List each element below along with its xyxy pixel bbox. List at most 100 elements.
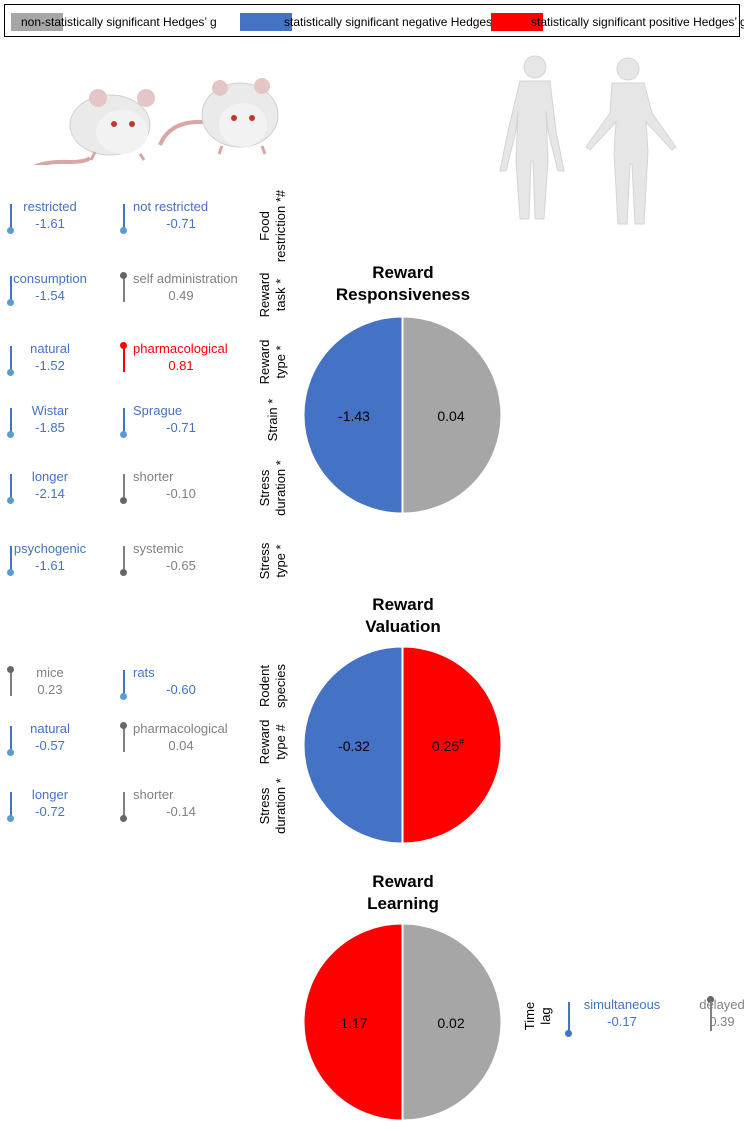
row-right-name: pharmacological — [133, 721, 228, 736]
row-left-stem — [10, 792, 12, 818]
factor-line1: Time — [522, 1001, 537, 1031]
row-right-stem — [123, 204, 125, 230]
row-factor-label: Reward type * — [257, 340, 289, 385]
row-right-stem — [123, 276, 125, 302]
row-right-name: systemic — [133, 541, 184, 556]
row-left-value: -0.57 — [35, 738, 65, 753]
factor-line1: Food — [257, 211, 272, 241]
factor-line1: Stress — [257, 469, 272, 507]
row-left-stem — [10, 276, 12, 302]
pie-title-line1: Reward — [372, 595, 434, 614]
pie-title-valuation: Reward Valuation — [365, 594, 441, 638]
time-lag-right-stem — [710, 1001, 712, 1031]
row-left-name: natural — [30, 721, 70, 736]
pie-slice-left — [303, 316, 403, 514]
row-left-value: -1.61 — [35, 216, 65, 231]
legend-label-nonsig: non-statistically significant Hedges’ g — [21, 15, 217, 29]
pie-title-responsiveness: Reward Responsiveness — [336, 262, 470, 306]
pie-slice-left — [303, 923, 403, 1121]
row-right-dot — [120, 815, 127, 822]
row-right-dot — [120, 497, 127, 504]
time-lag-left-name: simultaneous — [583, 997, 661, 1012]
pie-value-right: 0.02 — [437, 1015, 464, 1031]
row-right-dot — [120, 431, 127, 438]
pie-value-right: 0.04 — [437, 408, 464, 424]
row-right-name: Sprague — [133, 403, 183, 418]
factor-line2: type # — [273, 724, 288, 760]
pie-value-left: -1.43 — [338, 408, 370, 424]
row-right-name: shorter — [133, 469, 174, 484]
row-left-name: consumption — [13, 271, 87, 286]
pie-slice-left — [303, 646, 403, 844]
row-right-value: -0.14 — [166, 804, 196, 819]
rat-left-icon — [33, 89, 155, 165]
row-right-dot — [120, 693, 127, 700]
row-left-dot — [7, 369, 14, 376]
row-right-stem — [123, 346, 125, 372]
row-left-value: -2.14 — [35, 486, 65, 501]
row-left-name: longer — [31, 469, 69, 484]
factor-line2: type * — [273, 345, 288, 379]
legend-swatch-positive — [491, 13, 543, 31]
pie-learning: 1.17 0.02 — [303, 923, 502, 1121]
row-left-dot — [7, 749, 14, 756]
pie-title-line1: Reward — [372, 263, 434, 282]
row-right-value: 0.04 — [168, 738, 194, 753]
factor-line2: species — [273, 663, 288, 709]
row-factor-label: Rodent species — [257, 664, 289, 708]
factor-line2: duration * — [273, 460, 288, 516]
row-left-name: psychogenic — [13, 541, 87, 556]
rat-right-icon — [158, 78, 279, 155]
pie-slice-right — [402, 923, 502, 1121]
row-factor-label: Stress duration * — [257, 778, 289, 834]
row-left-dot — [7, 569, 14, 576]
pie-title-learning: Reward Learning — [367, 871, 439, 915]
row-left-value: -1.54 — [35, 288, 65, 303]
row-left-value: -1.85 — [35, 420, 65, 435]
row-left-name: longer — [31, 787, 69, 802]
row-left-stem — [10, 346, 12, 372]
row-right-value: 0.81 — [168, 358, 194, 373]
humans-illustration — [499, 55, 677, 225]
factor-line1: Strain * — [265, 398, 280, 442]
row-left-stem — [10, 546, 12, 572]
row-factor-label: Stress duration * — [257, 460, 289, 516]
row-left-dot — [7, 666, 14, 673]
row-left-value: -0.72 — [35, 804, 65, 819]
row-left-value: -1.52 — [35, 358, 65, 373]
pie-value-left: 1.17 — [340, 1015, 367, 1031]
rats-illustration — [33, 78, 279, 165]
row-right-dot — [120, 227, 127, 234]
row-right-value: -0.71 — [166, 420, 196, 435]
pie-title-line2: Valuation — [365, 617, 441, 636]
row-right-name: shorter — [133, 787, 174, 802]
row-left-value: 0.23 — [37, 682, 63, 697]
row-left-dot — [7, 299, 14, 306]
row-right-dot — [120, 722, 127, 729]
row-right-value: -0.71 — [166, 216, 196, 231]
pie-value-right: 0.25# — [432, 737, 464, 754]
row-left-dot — [7, 815, 14, 822]
pie-title-line2: Learning — [367, 894, 439, 913]
row-right-stem — [123, 670, 125, 696]
row-right-stem — [123, 408, 125, 434]
row-right-stem — [123, 546, 125, 572]
factor-line2: duration * — [273, 778, 288, 834]
row-right-name: not restricted — [133, 199, 209, 214]
row-factor-label: Food restriction *# — [257, 190, 289, 262]
factor-line2: task * — [273, 278, 288, 312]
factor-line2: restriction *# — [273, 189, 288, 263]
pie-title-line2: Responsiveness — [335, 285, 471, 304]
row-left-dot — [7, 227, 14, 234]
time-lag-left-stem — [568, 1002, 570, 1032]
row-left-name: Wistar — [31, 403, 69, 418]
factor-line2: lag — [538, 1007, 553, 1025]
row-left-stem — [10, 474, 12, 500]
row-right-name: rats — [133, 665, 155, 680]
row-right-name: pharmacological — [133, 341, 228, 356]
row-left-name: restricted — [23, 199, 77, 214]
pie-slice-right — [402, 646, 502, 844]
row-left-stem — [10, 670, 12, 696]
row-left-name: mice — [36, 665, 64, 680]
row-right-value: -0.60 — [166, 682, 196, 697]
